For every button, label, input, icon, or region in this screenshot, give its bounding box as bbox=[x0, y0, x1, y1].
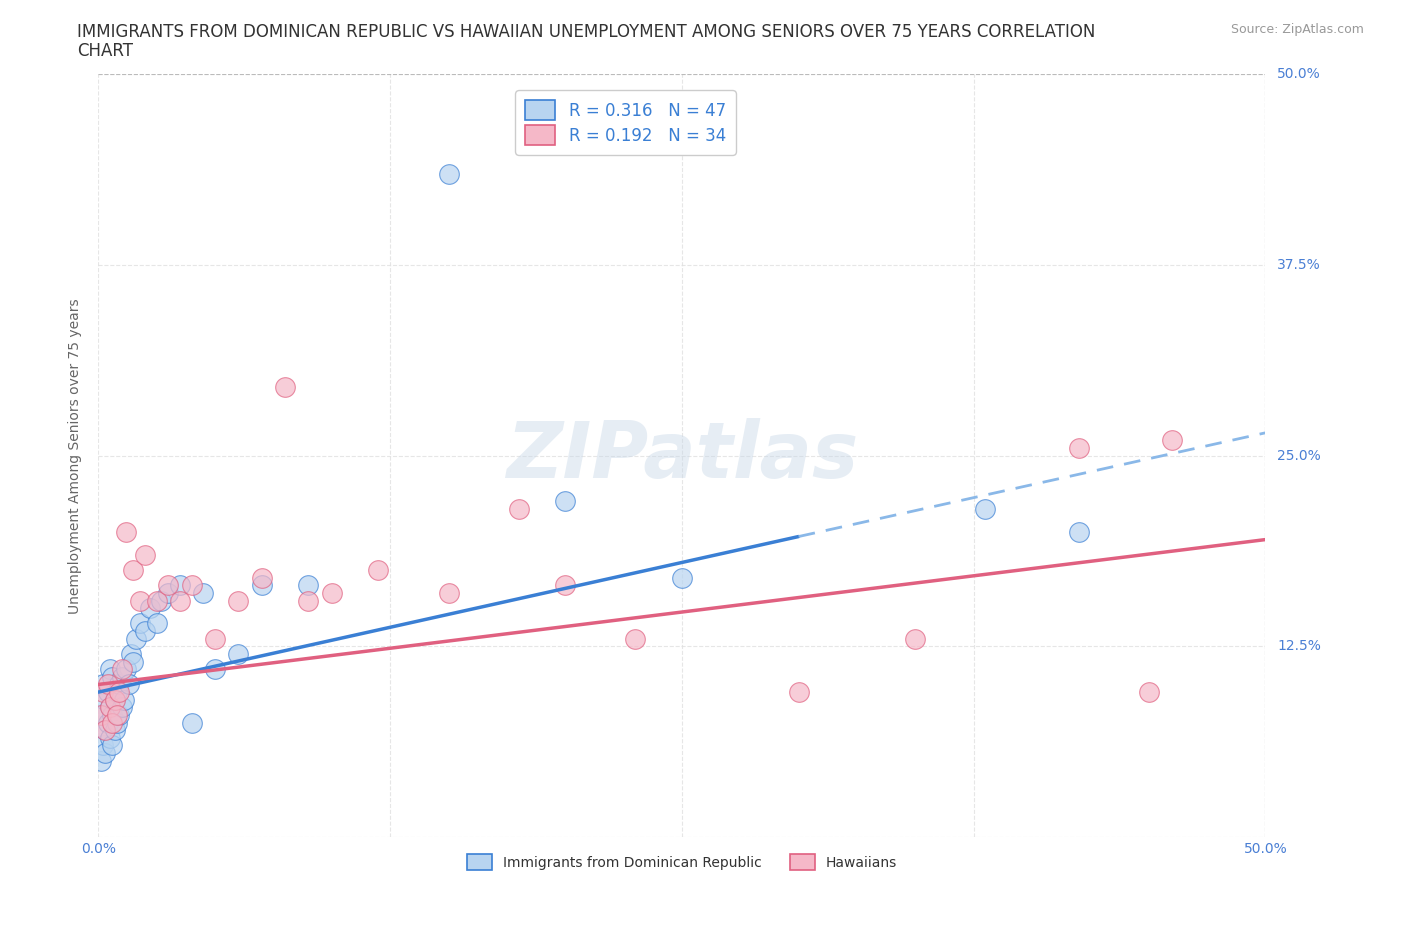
Point bbox=[134, 624, 156, 639]
Point bbox=[321, 586, 343, 601]
Point bbox=[111, 662, 134, 677]
Point bbox=[98, 700, 121, 715]
Point bbox=[508, 501, 530, 516]
Point bbox=[104, 692, 127, 707]
Point bbox=[157, 586, 180, 601]
Point bbox=[105, 715, 128, 730]
Y-axis label: Unemployment Among Seniors over 75 years: Unemployment Among Seniors over 75 years bbox=[69, 298, 83, 614]
Point bbox=[97, 677, 120, 692]
Point bbox=[787, 684, 810, 699]
Point bbox=[101, 738, 124, 753]
Point bbox=[108, 684, 131, 699]
Text: 50.0%: 50.0% bbox=[1277, 67, 1320, 82]
Point bbox=[120, 646, 142, 661]
Point bbox=[169, 578, 191, 592]
Point bbox=[115, 525, 138, 539]
Point bbox=[193, 586, 215, 601]
Text: 12.5%: 12.5% bbox=[1277, 639, 1322, 654]
Point bbox=[94, 692, 117, 707]
Text: CHART: CHART bbox=[77, 42, 134, 60]
Text: 25.0%: 25.0% bbox=[1277, 448, 1320, 463]
Point bbox=[437, 166, 460, 181]
Point bbox=[129, 593, 152, 608]
Point bbox=[91, 677, 114, 692]
Point bbox=[118, 677, 141, 692]
Point bbox=[97, 715, 120, 730]
Point bbox=[150, 593, 173, 608]
Point bbox=[671, 570, 693, 585]
Point bbox=[169, 593, 191, 608]
Point bbox=[90, 708, 112, 723]
Point bbox=[554, 578, 576, 592]
Point bbox=[101, 670, 124, 684]
Point bbox=[146, 593, 169, 608]
Point bbox=[115, 662, 138, 677]
Point bbox=[180, 578, 202, 592]
Point bbox=[94, 723, 117, 737]
Point bbox=[297, 578, 319, 592]
Point bbox=[98, 662, 121, 677]
Point bbox=[91, 684, 114, 699]
Point bbox=[97, 684, 120, 699]
Point bbox=[98, 730, 121, 745]
Point bbox=[274, 379, 297, 394]
Point bbox=[228, 593, 250, 608]
Point bbox=[90, 708, 112, 723]
Point bbox=[297, 593, 319, 608]
Point bbox=[111, 670, 134, 684]
Point bbox=[250, 578, 273, 592]
Point bbox=[1067, 525, 1090, 539]
Point bbox=[98, 700, 121, 715]
Point bbox=[367, 563, 389, 578]
Point bbox=[134, 548, 156, 563]
Point bbox=[91, 738, 114, 753]
Point bbox=[624, 631, 647, 646]
Point bbox=[101, 708, 124, 723]
Point bbox=[112, 692, 135, 707]
Point bbox=[146, 616, 169, 631]
Point bbox=[122, 563, 145, 578]
Text: 37.5%: 37.5% bbox=[1277, 258, 1320, 272]
Point bbox=[108, 677, 131, 692]
Point bbox=[94, 746, 117, 761]
Point bbox=[104, 692, 127, 707]
Point bbox=[250, 570, 273, 585]
Point bbox=[139, 601, 162, 616]
Point bbox=[974, 501, 997, 516]
Point bbox=[1067, 441, 1090, 456]
Point bbox=[104, 723, 127, 737]
Point bbox=[1137, 684, 1160, 699]
Point bbox=[105, 708, 128, 723]
Point bbox=[904, 631, 927, 646]
Point bbox=[204, 631, 226, 646]
Text: IMMIGRANTS FROM DOMINICAN REPUBLIC VS HAWAIIAN UNEMPLOYMENT AMONG SENIORS OVER 7: IMMIGRANTS FROM DOMINICAN REPUBLIC VS HA… bbox=[77, 23, 1095, 41]
Legend: Immigrants from Dominican Republic, Hawaiians: Immigrants from Dominican Republic, Hawa… bbox=[461, 849, 903, 876]
Point bbox=[180, 715, 202, 730]
Point bbox=[101, 715, 124, 730]
Point bbox=[157, 578, 180, 592]
Point bbox=[90, 753, 112, 768]
Text: Source: ZipAtlas.com: Source: ZipAtlas.com bbox=[1230, 23, 1364, 36]
Point bbox=[94, 723, 117, 737]
Point bbox=[129, 616, 152, 631]
Point bbox=[125, 631, 148, 646]
Point bbox=[111, 700, 134, 715]
Point bbox=[1161, 433, 1184, 448]
Point bbox=[228, 646, 250, 661]
Point bbox=[204, 662, 226, 677]
Text: ZIPatlas: ZIPatlas bbox=[506, 418, 858, 494]
Point bbox=[437, 586, 460, 601]
Point bbox=[108, 708, 131, 723]
Point bbox=[554, 494, 576, 509]
Point bbox=[122, 654, 145, 669]
Point bbox=[105, 684, 128, 699]
